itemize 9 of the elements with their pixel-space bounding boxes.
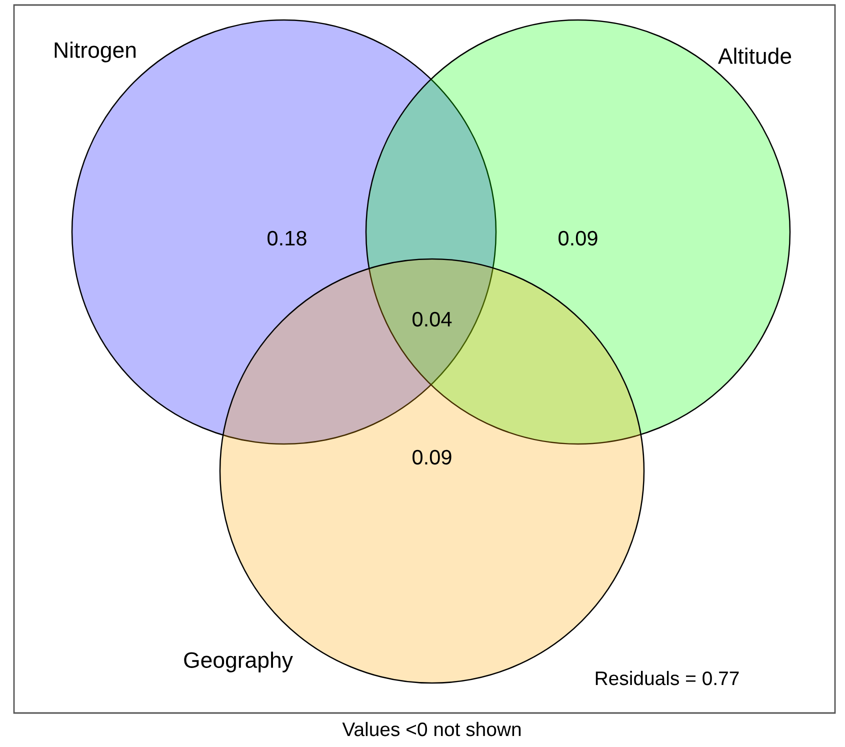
category-label: Altitude (718, 48, 792, 64)
data-label: 0.09 (558, 230, 598, 246)
category-label: Geography (184, 652, 293, 672)
text: Values <0 not shown (342, 722, 521, 736)
category-label: Nitrogen (54, 42, 136, 62)
data-label: 0.04 (412, 312, 452, 327)
data-label: 0.09 (412, 450, 452, 465)
data-label: 0.18 (268, 230, 306, 246)
text: Residuals = 0.77 (596, 670, 739, 686)
